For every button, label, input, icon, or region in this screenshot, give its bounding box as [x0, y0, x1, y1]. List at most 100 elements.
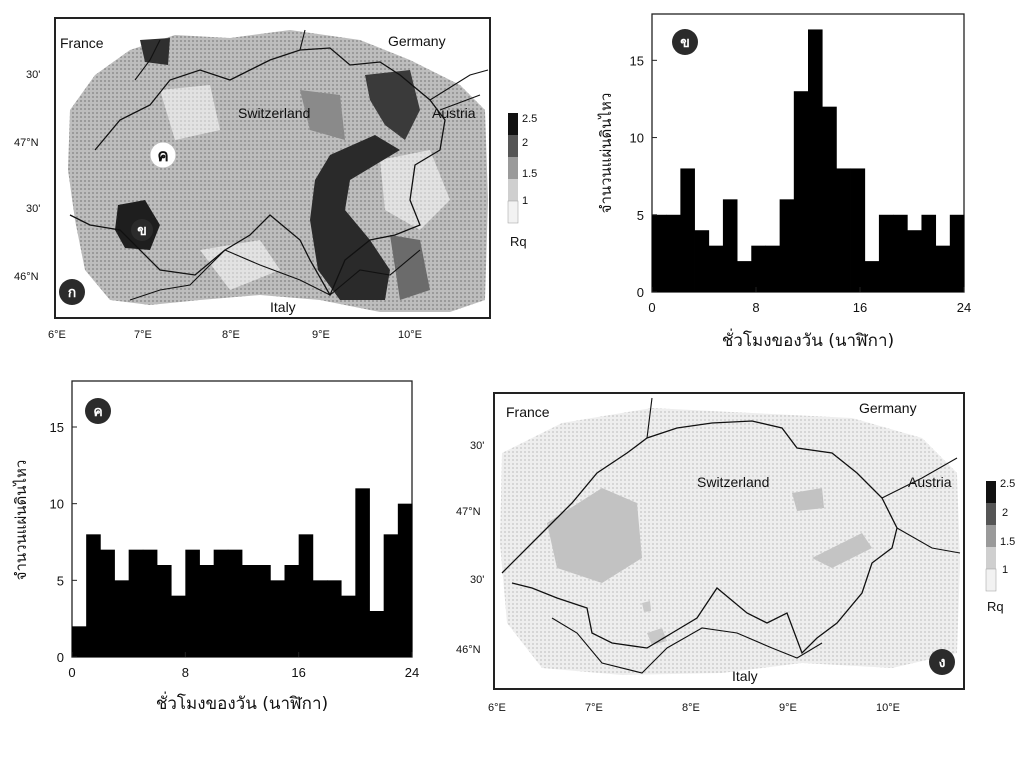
map-a-region-badge-kho: ข	[131, 219, 153, 241]
histogram-b-bar	[864, 261, 880, 292]
histogram-c-bar	[284, 565, 300, 657]
map-d-coverage	[500, 408, 960, 675]
histogram-b-bar	[722, 199, 738, 292]
histogram-b-x-tick: 0	[648, 300, 655, 315]
map-a-lat-tick-4: 46°N	[14, 271, 39, 283]
histogram-c-bar	[199, 565, 215, 657]
histogram-b-x-tick: 24	[957, 300, 971, 315]
map-d-label-switzerland: Switzerland	[697, 474, 769, 490]
svg-text:1: 1	[1002, 564, 1008, 576]
map-a-dark-anomaly-ne	[365, 70, 420, 140]
map-d-lon-tick-2: 7°E	[585, 702, 603, 714]
histogram-c-xlabel: ชั่วโมงของวัน (นาฬิกา)	[156, 691, 328, 714]
map-a-panel-badge: ก	[59, 279, 85, 305]
histogram-c-ylabel: จำนวนแผ่นดินไหว	[12, 460, 30, 581]
histogram-c-x-tick: 16	[291, 665, 305, 680]
map-d-border-swiss	[501, 420, 898, 655]
histogram-c-x-tick: 0	[68, 665, 75, 680]
map-a-region-badge-kho-kwai: ค	[150, 142, 176, 168]
histogram-c-svg: 0 8 16 24 0 5 10 15 จำนวนแผ่นดินไหว ชั่วโมงของ…	[12, 380, 419, 714]
map-a-label-austria: Austria	[432, 105, 476, 121]
histogram-b-y-tick: 15	[630, 53, 644, 68]
histogram-b-bar	[935, 245, 951, 292]
map-a-dark-anomaly-nw	[140, 38, 170, 65]
histogram-b-xlabel: ชั่วโมงของวัน (นาฬิกา)	[722, 328, 894, 351]
map-a-lon-tick-3: 8°E	[222, 329, 240, 341]
histogram-b-bar	[694, 230, 710, 292]
histogram-b-panel-badge: ข	[672, 29, 698, 55]
map-d-lon-tick-4: 9°E	[779, 702, 797, 714]
histogram-c-y-tick: 10	[50, 497, 64, 512]
map-a-lon-tick-4: 9°E	[312, 329, 330, 341]
histogram-c-bar	[383, 534, 399, 657]
histogram-b-bar	[779, 199, 795, 292]
map-a-border-germany	[134, 29, 489, 111]
histogram-b-bar	[893, 214, 908, 292]
svg-text:ข: ข	[137, 223, 147, 239]
histogram-b-bar	[765, 245, 781, 292]
svg-text:ข: ข	[680, 35, 690, 51]
histogram-c-bar	[142, 549, 158, 657]
map-d-lon-tick-3: 8°E	[682, 702, 700, 714]
map-d-lat-tick-4: 46°N	[456, 644, 481, 656]
histogram-b-bar	[878, 214, 894, 292]
histogram-b-bar	[907, 230, 922, 292]
histogram-b-bar	[793, 91, 809, 292]
map-a-label-switzerland: Switzerland	[238, 105, 310, 121]
svg-text:1.5: 1.5	[1000, 536, 1015, 548]
map-a-border-swiss	[69, 47, 446, 297]
map-d-mid-patch-5	[642, 601, 651, 612]
histogram-c-bar	[369, 611, 385, 657]
map-a-lat-tick-2: 47°N	[14, 137, 39, 149]
map-a-light-patch-3	[200, 240, 280, 290]
histogram-b-bar	[921, 214, 937, 292]
histogram-c-bar	[312, 580, 328, 657]
map-a-svg: France Germany Switzerland Austria Italy…	[14, 17, 537, 341]
histogram-b-x-tick: 8	[752, 300, 759, 315]
histogram-c-bar	[114, 580, 130, 657]
histogram-b-y-tick: 5	[637, 208, 644, 223]
histogram-b-bar	[850, 168, 866, 292]
svg-text:2: 2	[1002, 507, 1008, 519]
map-d-lon-tick-1: 6°E	[488, 702, 506, 714]
svg-text:2: 2	[522, 137, 528, 149]
map-a-lon-tick-1: 6°E	[48, 329, 66, 341]
histogram-b-ylabel: จำนวนแผ่นดินไหว	[597, 93, 615, 214]
histogram-c-bar	[397, 503, 413, 657]
map-d-lat-tick-3: 30'	[470, 574, 484, 586]
histogram-b-bar	[737, 261, 752, 292]
map-a-colorbar: 2.5 2 1.5 1 Rq	[507, 113, 537, 249]
histogram-c-bar	[227, 549, 243, 657]
map-a-lon-tick-2: 7°E	[134, 329, 152, 341]
map-a-lat-tick-1: 30'	[26, 69, 40, 81]
svg-text:ก: ก	[68, 285, 76, 301]
histogram-panel-c: 0 8 16 24 0 5 10 15 จำนวนแผ่นดินไหว ชั่วโมงของ…	[0, 375, 440, 725]
map-panel-d: France Germany Switzerland Austria Italy…	[452, 383, 1024, 723]
map-d-lat-tick-2: 47°N	[456, 506, 481, 518]
histogram-c-bar	[213, 549, 229, 657]
svg-text:ค: ค	[93, 404, 102, 420]
svg-text:1: 1	[522, 195, 528, 207]
histogram-b-bar	[808, 29, 823, 292]
map-d-lon-tick-5: 10°E	[876, 702, 900, 714]
map-a-light-patch	[160, 85, 220, 140]
histogram-b-bar	[680, 168, 695, 292]
histogram-c-bar	[128, 549, 144, 657]
histogram-c-bar	[327, 580, 342, 657]
map-d-lat-tick-1: 30'	[470, 440, 484, 452]
histogram-panel-b: 0 8 16 24 0 5 10 15 จำนวนแผ่นดินไหว ชั่วโมงของ…	[575, 0, 1024, 360]
histogram-c-panel-badge: ค	[85, 398, 111, 424]
histogram-c-bar	[298, 534, 314, 657]
histogram-c-bar	[100, 549, 115, 657]
histogram-c-bar	[86, 534, 101, 657]
histogram-c-bar	[256, 565, 271, 657]
histogram-c-bar	[270, 580, 285, 657]
map-d-mid-patch-2	[792, 488, 824, 511]
histogram-b-bar	[949, 214, 965, 292]
histogram-c-bar	[355, 488, 370, 657]
histogram-b-x-tick: 16	[853, 300, 867, 315]
histogram-b-bar	[751, 245, 766, 292]
map-d-label-france: France	[506, 404, 550, 420]
map-a-lat-tick-3: 30'	[26, 203, 40, 215]
histogram-c-bars	[72, 488, 413, 657]
